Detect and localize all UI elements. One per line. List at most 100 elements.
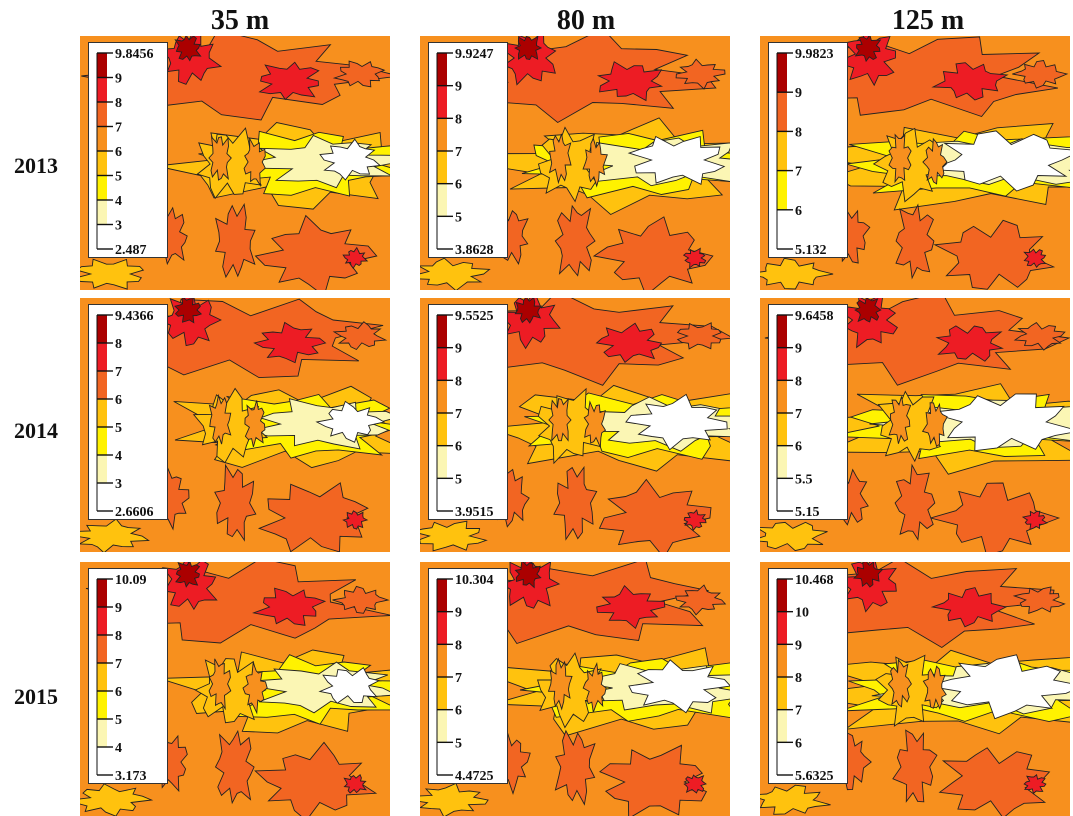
legend-swatch — [97, 747, 107, 775]
contour-region — [683, 509, 707, 532]
legend-swatch — [437, 611, 447, 645]
contour-region — [922, 137, 948, 185]
contour-region — [196, 127, 263, 200]
contour-region — [192, 387, 269, 464]
contour-region — [628, 659, 730, 714]
contour-region — [627, 135, 726, 185]
legend-swatch — [437, 644, 447, 677]
legend-tick-label: 6 — [115, 393, 122, 408]
legend-tick-label: 8 — [795, 125, 802, 140]
contour-region — [888, 396, 912, 444]
legend-swatch — [777, 380, 787, 413]
contour-region — [760, 521, 828, 552]
legend: 9.9247 9 8 7 6 5 3.8628 — [428, 42, 508, 258]
legend-tick-label: 5 — [115, 713, 122, 728]
contour-region — [420, 257, 491, 290]
legend-tick-label: 5 — [115, 421, 122, 436]
contour-region — [595, 322, 663, 363]
legend-tick-label: 10 — [795, 606, 809, 621]
legend-swatch — [97, 126, 107, 151]
contour-region — [554, 204, 596, 277]
legend-max-label: 10.304 — [455, 573, 494, 588]
contour-region — [553, 465, 598, 541]
contour-region — [931, 62, 1009, 101]
contour-region — [675, 58, 726, 90]
legend-swatch — [437, 347, 447, 381]
contour-region — [933, 219, 1056, 290]
heatmap-panel: 9.4366 8 7 6 5 4 3 2.6606 — [80, 298, 390, 552]
contour-region — [895, 203, 935, 280]
legend: 9.9823 9 8 7 6 5.132 — [768, 42, 848, 258]
heatmap-panel: 9.6458 9 8 7 6 5.5 5.15 — [760, 298, 1070, 552]
legend-tick-label: 8 — [115, 629, 122, 644]
legend-tick-label: 7 — [455, 407, 462, 422]
contour-region — [332, 321, 388, 351]
legend-tick-label: 5 — [455, 472, 462, 487]
legend-min-label: 3.8628 — [455, 243, 494, 257]
legend-tick-label: 7 — [115, 365, 122, 380]
legend-tick-label: 9 — [455, 80, 462, 95]
legend-swatch — [437, 709, 447, 743]
contour-region — [675, 584, 727, 616]
legend-swatch — [97, 102, 107, 127]
contour-region — [929, 393, 1070, 452]
legend-tick-label: 9 — [115, 601, 122, 616]
contour-region — [537, 387, 603, 465]
heatmap-panel: 9.9823 9 8 7 6 5.132 — [760, 36, 1070, 290]
heatmap-panel: 10.09 9 8 7 6 5 4 3.173 — [80, 562, 390, 816]
legend: 9.5525 9 8 7 6 5 3.9515 — [428, 304, 508, 520]
contour-region — [257, 482, 369, 552]
contour-region — [930, 587, 1008, 628]
legend-min-label: 3.9515 — [455, 505, 494, 519]
contour-region — [342, 246, 369, 269]
legend: 9.4366 8 7 6 5 4 3 2.6606 — [88, 304, 168, 520]
contour-region — [1023, 774, 1047, 795]
legend-tick-label: 6 — [455, 178, 462, 193]
legend-swatch — [777, 131, 787, 171]
contour-region — [888, 133, 912, 184]
legend-swatch — [437, 85, 447, 119]
contour-region — [514, 298, 543, 324]
legend-tick-label: 6 — [455, 704, 462, 719]
contour-region — [875, 654, 945, 727]
contour-region — [175, 562, 201, 588]
legend-tick-label: 6 — [795, 440, 802, 455]
contour-region — [922, 665, 947, 710]
legend: 10.09 9 8 7 6 5 4 3.173 — [88, 568, 168, 784]
legend-swatch — [437, 151, 447, 184]
legend-swatch — [97, 719, 107, 747]
legend-swatch — [97, 315, 107, 343]
legend-swatch — [97, 483, 107, 511]
legend-swatch — [777, 709, 787, 743]
contour-region — [854, 298, 882, 323]
legend-swatch — [437, 183, 447, 217]
legend-swatch — [97, 371, 107, 399]
legend: 10.468 10 9 8 7 6 5.6325 — [768, 568, 848, 784]
legend-tick-label: 8 — [115, 96, 122, 111]
legend-min-label: 2.487 — [115, 243, 147, 257]
contour-region — [174, 36, 202, 62]
legend-swatch — [97, 200, 107, 225]
legend-swatch — [97, 579, 107, 607]
contour-region — [214, 463, 257, 542]
contour-region — [420, 782, 489, 816]
legend-swatch — [437, 380, 447, 413]
contour-region — [536, 652, 605, 729]
legend-tick-label: 6 — [795, 204, 802, 219]
contour-region — [174, 298, 203, 324]
legend-swatch — [437, 53, 447, 86]
legend-swatch — [97, 175, 107, 200]
legend-tick-label: 7 — [455, 145, 462, 160]
contour-region — [252, 587, 327, 626]
legend-swatch — [777, 579, 787, 612]
contour-region — [343, 773, 367, 794]
contour-region — [682, 247, 707, 269]
contour-region — [315, 400, 386, 443]
legend-min-label: 5.132 — [795, 243, 827, 257]
contour-region — [208, 135, 232, 181]
legend-swatch — [437, 445, 447, 479]
column-header-35m: 35 m — [210, 5, 270, 36]
legend-swatch — [97, 77, 107, 102]
legend-tick-label: 5 — [115, 170, 122, 185]
legend-swatch — [777, 170, 787, 210]
